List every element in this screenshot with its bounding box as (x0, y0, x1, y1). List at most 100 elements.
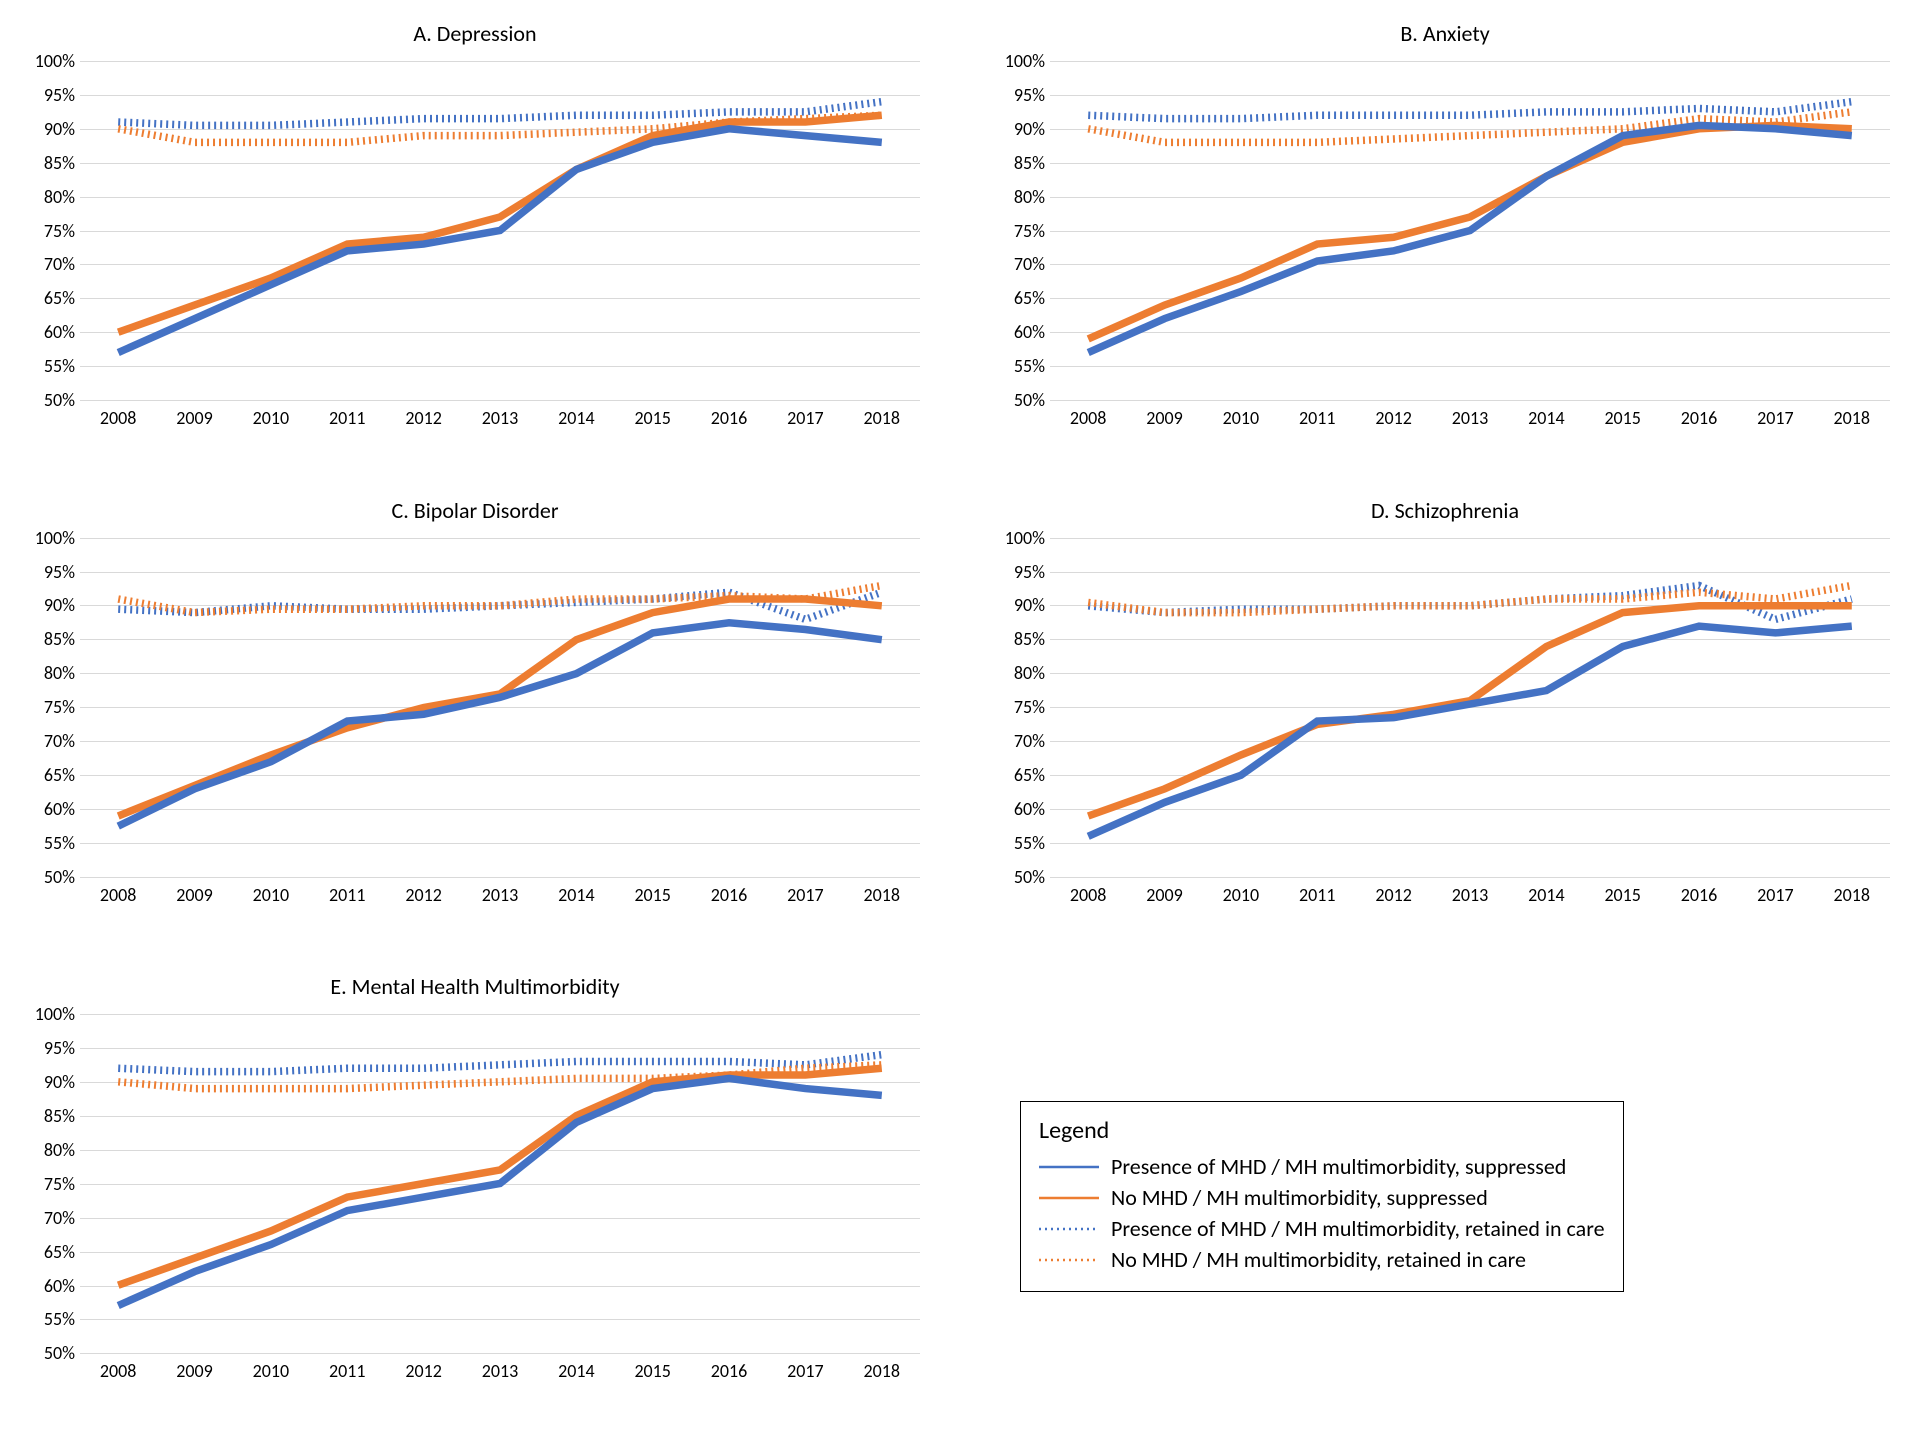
x-tick-label: 2014 (1508, 403, 1584, 431)
legend-cell: LegendPresence of MHD / MH multimorbidit… (990, 973, 1900, 1420)
chart-area: 50%55%60%65%70%75%80%85%90%95%100%200820… (1050, 528, 1890, 908)
legend-item: No MHD / MH multimorbidity, retained in … (1039, 1246, 1605, 1273)
chart-area: 50%55%60%65%70%75%80%85%90%95%100%200820… (1050, 51, 1890, 431)
series-presence_suppressed (118, 622, 882, 825)
series-no_suppressed (1088, 605, 1852, 815)
y-tick-label: 55% (995, 832, 1045, 854)
y-tick-label: 100% (25, 1003, 75, 1025)
plot-area: 50%55%60%65%70%75%80%85%90%95%100% (1050, 61, 1890, 401)
series-presence_suppressed (118, 1079, 882, 1306)
y-tick-label: 75% (995, 696, 1045, 718)
x-tick-label: 2018 (844, 880, 920, 908)
y-tick-label: 50% (25, 866, 75, 888)
x-tick-label: 2008 (1050, 880, 1126, 908)
x-tick-label: 2012 (385, 1356, 461, 1384)
legend-label: Presence of MHD / MH multimorbidity, sup… (1111, 1153, 1566, 1180)
y-tick-label: 60% (25, 1275, 75, 1297)
x-tick-label: 2009 (156, 880, 232, 908)
y-tick-label: 50% (25, 1342, 75, 1364)
y-tick-label: 90% (25, 1071, 75, 1093)
y-tick-label: 95% (995, 561, 1045, 583)
y-tick-label: 85% (25, 1105, 75, 1127)
y-tick-label: 65% (995, 287, 1045, 309)
x-tick-label: 2012 (1355, 403, 1431, 431)
x-axis-labels: 2008200920102011201220132014201520162017… (1050, 403, 1890, 431)
panel-title: B. Anxiety (990, 20, 1900, 47)
y-tick-label: 55% (25, 1308, 75, 1330)
x-tick-label: 2015 (615, 1356, 691, 1384)
y-tick-label: 85% (995, 152, 1045, 174)
x-tick-label: 2017 (1737, 403, 1813, 431)
x-tick-label: 2012 (385, 880, 461, 908)
plot-area: 50%55%60%65%70%75%80%85%90%95%100% (80, 61, 920, 401)
y-tick-label: 70% (25, 730, 75, 752)
y-tick-label: 55% (25, 355, 75, 377)
x-tick-label: 2010 (233, 880, 309, 908)
x-tick-label: 2018 (1814, 403, 1890, 431)
plot-area: 50%55%60%65%70%75%80%85%90%95%100% (80, 538, 920, 878)
x-tick-label: 2008 (80, 403, 156, 431)
y-tick-label: 100% (25, 50, 75, 72)
x-tick-label: 2010 (233, 1356, 309, 1384)
y-tick-label: 60% (995, 321, 1045, 343)
panel-depression: A. Depression50%55%60%65%70%75%80%85%90%… (20, 20, 930, 467)
x-tick-label: 2008 (80, 1356, 156, 1384)
legend-box: LegendPresence of MHD / MH multimorbidit… (1020, 1101, 1624, 1292)
x-tick-label: 2014 (538, 1356, 614, 1384)
series-presence_suppressed (118, 129, 882, 353)
y-tick-label: 55% (25, 832, 75, 854)
y-tick-label: 100% (995, 527, 1045, 549)
x-tick-label: 2018 (844, 1356, 920, 1384)
y-tick-label: 70% (25, 1207, 75, 1229)
y-tick-label: 95% (25, 84, 75, 106)
x-tick-label: 2008 (80, 880, 156, 908)
panel-title: C. Bipolar Disorder (20, 497, 930, 524)
x-tick-label: 2013 (462, 880, 538, 908)
y-tick-label: 85% (995, 628, 1045, 650)
x-tick-label: 2013 (462, 403, 538, 431)
y-tick-label: 75% (25, 696, 75, 718)
series-presence_suppressed (1088, 125, 1852, 352)
y-tick-label: 90% (25, 118, 75, 140)
x-tick-label: 2009 (1126, 880, 1202, 908)
legend-swatch (1039, 1219, 1099, 1239)
grid-line (80, 877, 920, 878)
y-tick-label: 50% (995, 389, 1045, 411)
y-tick-label: 80% (25, 662, 75, 684)
y-tick-label: 80% (995, 186, 1045, 208)
y-tick-label: 60% (25, 798, 75, 820)
panel-anxiety: B. Anxiety 50%55%60%65%70%75%80%85%90%95%… (990, 20, 1900, 467)
x-tick-label: 2013 (1432, 880, 1508, 908)
x-tick-label: 2009 (1126, 403, 1202, 431)
x-tick-label: 2015 (1585, 880, 1661, 908)
legend-item: No MHD / MH multimorbidity, suppressed (1039, 1184, 1605, 1211)
x-tick-label: 2017 (767, 403, 843, 431)
line-layer (80, 1014, 920, 1353)
x-tick-label: 2013 (1432, 403, 1508, 431)
y-tick-label: 85% (25, 152, 75, 174)
chart-area: 50%55%60%65%70%75%80%85%90%95%100%200820… (80, 1004, 920, 1384)
grid-line (1050, 877, 1890, 878)
legend-label: No MHD / MH multimorbidity, suppressed (1111, 1184, 1488, 1211)
x-tick-label: 2014 (538, 880, 614, 908)
x-tick-label: 2014 (538, 403, 614, 431)
y-tick-label: 60% (995, 798, 1045, 820)
y-tick-label: 90% (995, 118, 1045, 140)
y-tick-label: 70% (995, 730, 1045, 752)
x-tick-label: 2014 (1508, 880, 1584, 908)
panel-schizophrenia: D. Schizophrenia50%55%60%65%70%75%80%85%… (990, 497, 1900, 944)
y-tick-label: 90% (25, 594, 75, 616)
y-tick-label: 70% (25, 253, 75, 275)
panel-multimorbidity: E. Mental Health Multimorbidity50%55%60%… (20, 973, 930, 1420)
x-tick-label: 2015 (1585, 403, 1661, 431)
series-presence_retained (1088, 102, 1852, 119)
legend-label: No MHD / MH multimorbidity, retained in … (1111, 1246, 1526, 1273)
x-tick-label: 2017 (1737, 880, 1813, 908)
x-tick-label: 2011 (1279, 880, 1355, 908)
y-tick-label: 50% (25, 389, 75, 411)
line-layer (80, 538, 920, 877)
x-tick-label: 2015 (615, 880, 691, 908)
x-tick-label: 2016 (691, 403, 767, 431)
y-tick-label: 95% (25, 561, 75, 583)
y-tick-label: 95% (25, 1037, 75, 1059)
